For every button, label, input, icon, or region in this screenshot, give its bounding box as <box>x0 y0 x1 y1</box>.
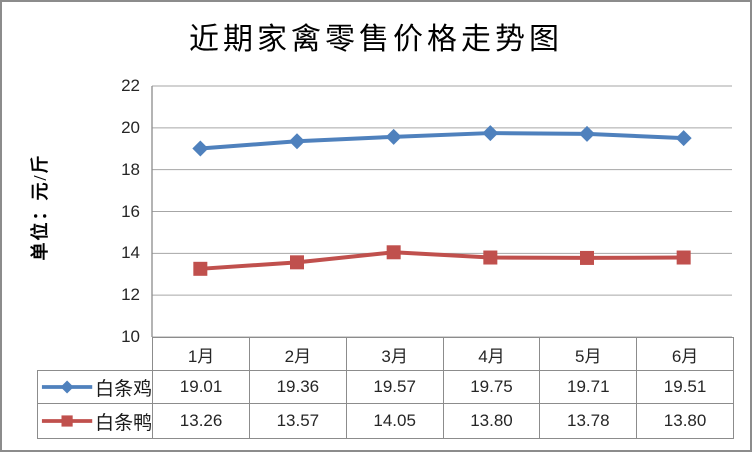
value-cell: 13.80 <box>442 403 541 439</box>
value-cell: 19.51 <box>636 370 734 404</box>
month-header-cell: 6月 <box>636 337 734 371</box>
series-marker-diamond <box>385 128 402 145</box>
month-header-cell: 2月 <box>248 337 347 371</box>
series-marker-diamond <box>60 380 74 394</box>
table-corner-empty <box>38 338 153 371</box>
value-cell: 19.71 <box>539 370 638 404</box>
series-marker-diamond <box>579 125 595 142</box>
month-header-cell: 1月 <box>152 337 250 371</box>
series-marker-square <box>290 255 304 270</box>
legend-line-square-icon <box>41 415 93 427</box>
value-cell: 14.05 <box>345 403 444 439</box>
month-header-cell: 4月 <box>442 337 541 371</box>
value-cell: 19.57 <box>345 370 444 404</box>
data-table-grid: 1月 2月 3月 4月 5月 6月 白条鸡 19.01 19.36 19.57 19.75 19.71… <box>36 337 734 439</box>
value-cell: 13.26 <box>152 403 250 439</box>
series-marker-square <box>61 415 73 427</box>
month-header-cell: 5月 <box>539 337 638 371</box>
series-marker-diamond <box>482 125 499 142</box>
value-cell: 13.78 <box>539 403 638 439</box>
series-marker-square <box>386 245 401 260</box>
series-marker-diamond <box>289 133 305 150</box>
legend-line-diamond-icon <box>41 380 93 394</box>
value-cell: 13.80 <box>636 403 734 439</box>
y-tick-label: 10 <box>121 327 140 346</box>
legend-cell: 白条鸭 <box>36 403 154 439</box>
legend-label: 白条鸭 <box>95 412 153 434</box>
value-cell: 19.01 <box>152 370 250 404</box>
table-row: 白条鸡 19.01 19.36 19.57 19.75 19.71 19.51 <box>36 370 734 404</box>
month-header-cell: 3月 <box>345 337 444 371</box>
legend-cell: 白条鸡 <box>36 370 154 404</box>
y-tick-label: 12 <box>121 285 140 305</box>
series-marker-square <box>483 250 498 265</box>
table-row: 白条鸭 13.26 13.57 14.05 13.80 13.78 13.80 <box>36 403 734 439</box>
series-marker-square <box>676 250 691 265</box>
y-tick-label: 14 <box>121 243 140 263</box>
value-cell: 19.75 <box>442 370 541 404</box>
series-line <box>198 250 686 271</box>
chart-title: 近期家禽零售价格走势图 <box>189 23 563 56</box>
series-marker-square <box>193 261 208 276</box>
series-marker-diamond <box>675 130 692 147</box>
legend-label: 白条鸡 <box>95 378 153 400</box>
y-tick-label: 18 <box>121 159 140 179</box>
y-tick-label: 20 <box>121 117 140 137</box>
value-cell: 19.36 <box>248 370 347 404</box>
series-marker-diamond <box>192 140 209 157</box>
value-cell: 13.57 <box>248 403 347 439</box>
data-table: 1月 2月 3月 4月 5月 6月 白条鸡 19.01 19.36 19.57 19.75 19.71… <box>36 337 734 439</box>
y-tick-label: 22 <box>121 76 140 95</box>
series-marker-square <box>580 250 594 265</box>
y-tick-label: 16 <box>121 201 140 221</box>
series-line <box>198 131 686 151</box>
